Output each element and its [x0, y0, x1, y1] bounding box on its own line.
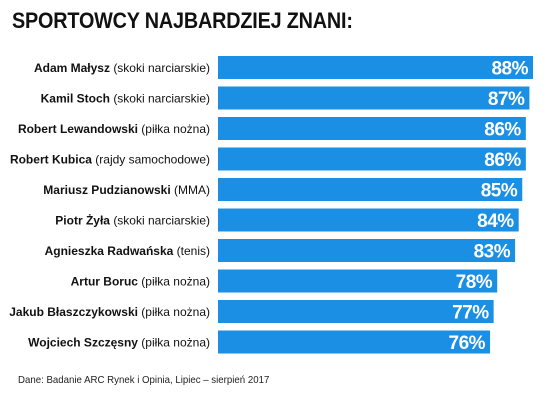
athlete-discipline: (skoki narciarskie) — [113, 214, 210, 228]
athlete-name: Adam Małysz — [34, 61, 113, 75]
athlete-name: Kamil Stoch — [41, 92, 114, 106]
athlete-name: Robert Lewandowski — [18, 122, 141, 136]
category-label: Agnieszka Radwańska (tenis) — [45, 244, 210, 258]
category-label: Robert Lewandowski (piłka nożna) — [18, 122, 210, 136]
athlete-name: Jakub Błaszczykowski — [9, 305, 141, 319]
category-label: Robert Kubica (rajdy samochodowe) — [10, 153, 210, 167]
value-label: 86% — [484, 120, 521, 141]
athlete-name: Artur Boruc — [71, 275, 142, 289]
value-label: 86% — [484, 150, 521, 171]
athlete-discipline: (skoki narciarskie) — [113, 92, 210, 106]
athlete-discipline: (piłka nożna) — [141, 305, 210, 319]
bar — [218, 86, 530, 110]
category-label: Adam Małysz (skoki narciarskie) — [34, 61, 210, 75]
bar — [218, 239, 516, 262]
bar — [218, 178, 523, 201]
value-label: 78% — [456, 272, 493, 293]
athlete-name: Mariusz Pudzianowski — [43, 183, 174, 197]
value-label: 87% — [488, 89, 525, 110]
bar — [218, 269, 498, 293]
athlete-name: Agnieszka Radwańska — [45, 244, 177, 258]
bar — [218, 117, 526, 140]
athlete-name: Robert Kubica — [10, 153, 95, 167]
category-label: Wojciech Szczęsny (piłka nożna) — [28, 336, 210, 350]
category-label: Kamil Stoch (skoki narciarskie) — [41, 92, 210, 106]
athlete-discipline: (tenis) — [177, 244, 210, 258]
chart-title: SPORTOWCY NAJBARDZIEJ ZNANI: — [12, 8, 353, 33]
category-label: Piotr Żyła (skoki narciarskie) — [55, 213, 210, 228]
bar — [218, 330, 491, 354]
athlete-discipline: (piłka nożna) — [141, 122, 210, 136]
bar — [218, 300, 494, 323]
value-label: 76% — [449, 333, 486, 354]
category-label: Jakub Błaszczykowski (piłka nożna) — [9, 305, 210, 319]
athlete-name: Piotr Żyła — [55, 213, 113, 228]
value-label: 84% — [477, 211, 514, 232]
value-label: 83% — [474, 242, 511, 263]
athlete-discipline: (MMA) — [174, 183, 210, 197]
source-note: Dane: Badanie ARC Rynek i Opinia, Lipiec… — [18, 374, 270, 386]
athlete-discipline: (skoki narciarskie) — [113, 61, 210, 75]
athlete-name: Wojciech Szczęsny — [28, 336, 141, 350]
value-label: 85% — [481, 181, 518, 202]
category-label: Mariusz Pudzianowski (MMA) — [43, 183, 210, 197]
category-label: Artur Boruc (piłka nożna) — [71, 275, 210, 289]
athlete-discipline: (piłka nożna) — [141, 275, 210, 289]
athlete-discipline: (piłka nożna) — [141, 336, 210, 350]
bar — [218, 56, 533, 79]
value-label: 88% — [491, 59, 528, 80]
bar — [218, 147, 526, 171]
athlete-discipline: (rajdy samochodowe) — [95, 153, 210, 167]
value-label: 77% — [452, 303, 489, 324]
bar — [218, 208, 519, 232]
